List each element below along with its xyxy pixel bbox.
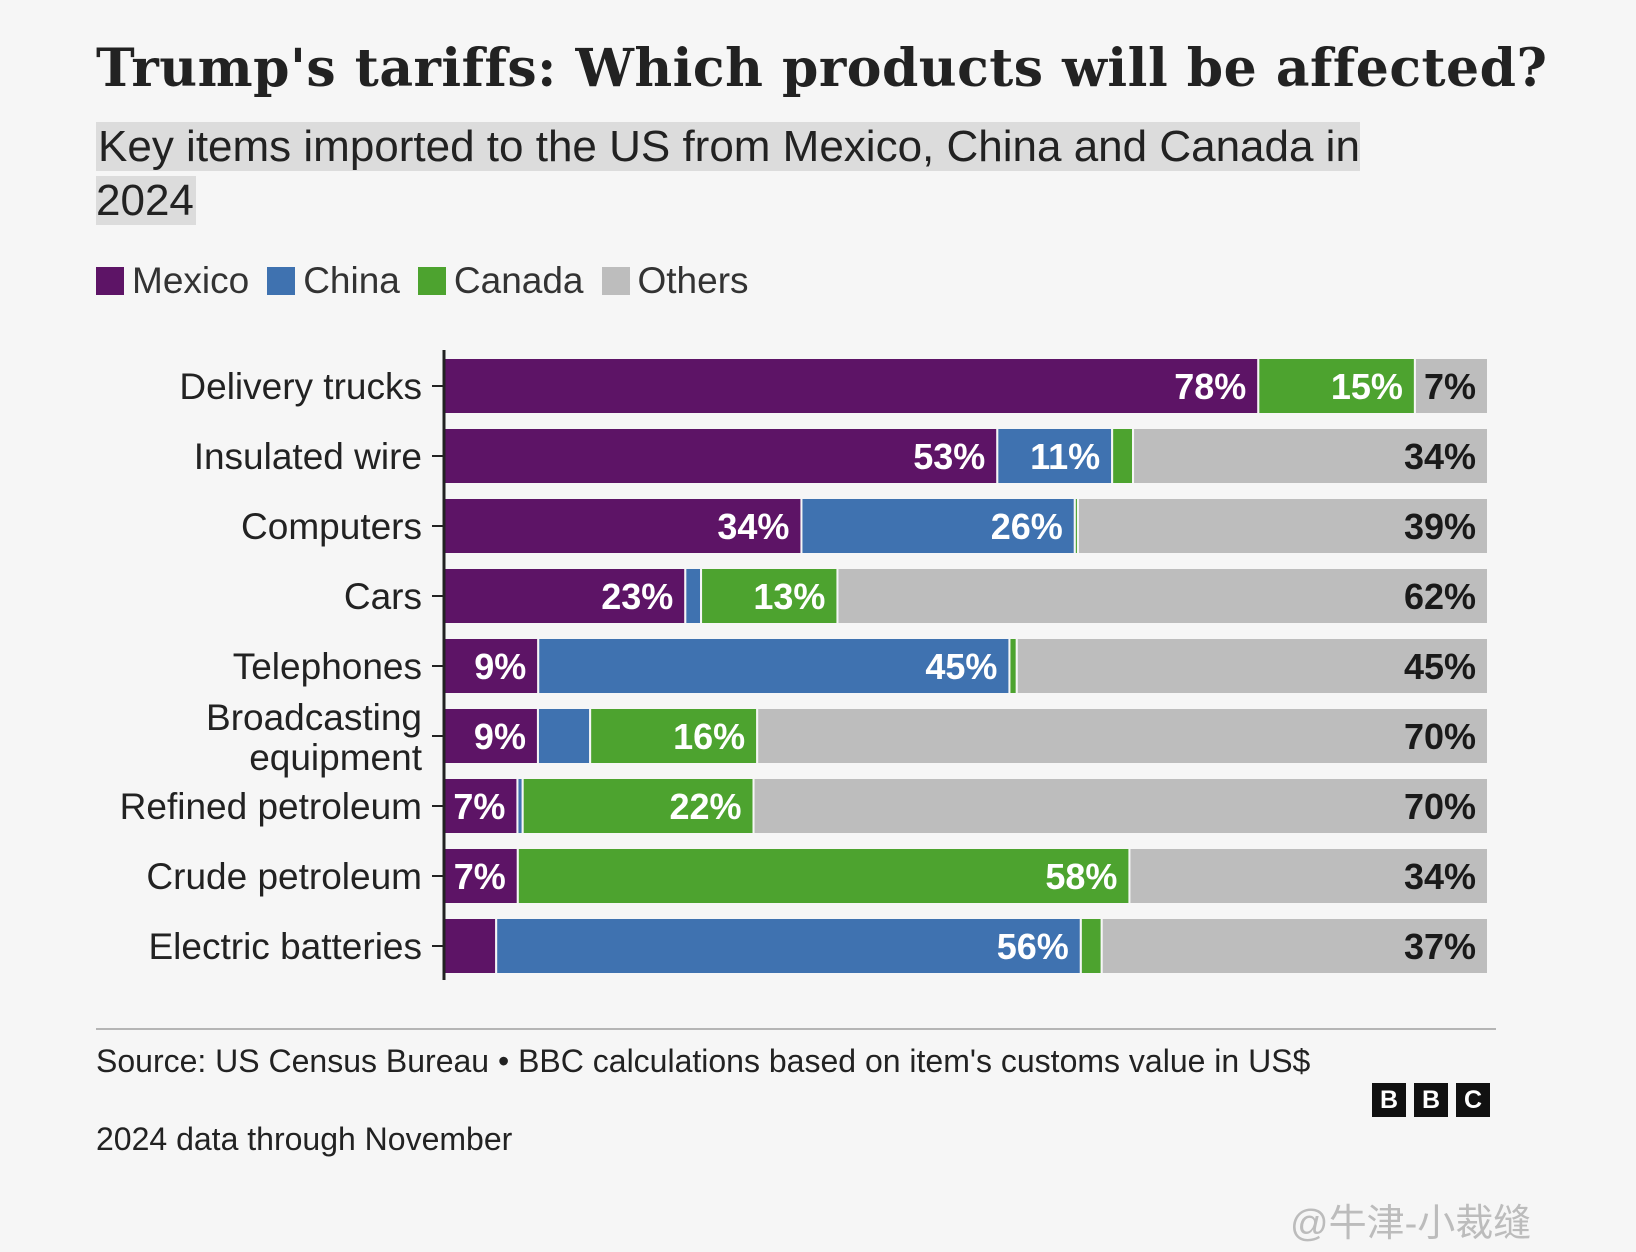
category-label: Crude petroleum	[146, 856, 422, 897]
bar-canada-delivery-trucks	[1257, 357, 1416, 415]
data-label: 39%	[1404, 506, 1476, 547]
category-label: Telephones	[233, 646, 422, 687]
category-label: Refined petroleum	[120, 786, 422, 827]
data-label: 53%	[913, 436, 985, 477]
chart-subtitle-text: Key items imported to the US from Mexico…	[96, 122, 1360, 225]
data-label: 70%	[1404, 716, 1476, 757]
watermark: @牛津-小裁缝	[1290, 1203, 1532, 1245]
bar-canada-telephones	[1008, 637, 1018, 695]
legend-swatch-mexico	[96, 267, 124, 295]
bbc-logo-letter: B	[1414, 1083, 1448, 1117]
legend: Mexico China Canada Others	[96, 258, 753, 304]
legend-item-china: China	[267, 260, 400, 302]
bar-china-broadcasting-equipment	[536, 707, 592, 765]
data-label: 34%	[1404, 856, 1476, 897]
bar-china-computers	[800, 497, 1076, 555]
data-label: 78%	[1174, 366, 1246, 407]
data-note: 2024 data through November	[96, 1121, 513, 1157]
data-label: 34%	[1404, 436, 1476, 477]
bar-china-cars	[684, 567, 703, 625]
bar-mexico-refined-petroleum	[443, 777, 519, 835]
bar-others-crude-petroleum	[1128, 847, 1490, 905]
data-label: 45%	[925, 646, 997, 687]
data-label: 22%	[669, 786, 741, 827]
data-label: 58%	[1045, 856, 1117, 897]
chart-title: Trump's tariffs: Which products will be …	[96, 38, 1548, 99]
bar-mexico-insulated-wire	[443, 427, 999, 485]
data-label: 9%	[474, 646, 526, 687]
bar-others-broadcasting-equipment	[756, 707, 1489, 765]
bar-mexico-computers	[443, 497, 803, 555]
bar-others-telephones	[1015, 637, 1490, 695]
bar-others-delivery-trucks	[1413, 357, 1490, 415]
legend-item-others: Others	[601, 260, 749, 302]
bbc-logo: B B C	[1372, 1083, 1490, 1117]
data-label: 11%	[1030, 436, 1100, 477]
category-label: Cars	[344, 576, 422, 617]
legend-swatch-china	[267, 267, 296, 295]
data-label: 26%	[991, 506, 1063, 547]
category-label: Computers	[241, 506, 422, 547]
data-label: 15%	[1331, 366, 1403, 407]
category-label: Broadcasting equipment	[206, 697, 423, 778]
legend-item-mexico: Mexico	[96, 260, 249, 302]
data-label: 7%	[453, 786, 505, 827]
footer-divider	[96, 1028, 1496, 1030]
bar-mexico-broadcasting-equipment	[443, 707, 539, 765]
bar-canada-insulated-wire	[1111, 427, 1135, 485]
data-label: 23%	[601, 576, 673, 617]
chart-subtitle: Key items imported to the US from Mexico…	[96, 120, 1436, 228]
data-label: 16%	[673, 716, 745, 757]
data-label: 45%	[1404, 646, 1476, 687]
data-label: 13%	[753, 576, 825, 617]
bar-mexico-cars	[443, 567, 687, 625]
bbc-logo-letter: C	[1456, 1083, 1490, 1117]
legend-swatch-canada	[417, 267, 446, 295]
bar-others-electric-batteries	[1100, 917, 1489, 975]
legend-label-canada: Canada	[453, 260, 584, 301]
legend-item-canada: Canada	[417, 260, 584, 302]
bar-china-electric-batteries	[495, 917, 1082, 975]
bar-mexico-electric-batteries	[443, 917, 498, 975]
bar-canada-broadcasting-equipment	[589, 707, 759, 765]
legend-label-others: Others	[637, 260, 749, 301]
bar-others-insulated-wire	[1132, 427, 1490, 485]
category-label: Electric batteries	[149, 926, 423, 967]
legend-swatch-others	[601, 267, 630, 295]
bar-canada-crude-petroleum	[516, 847, 1131, 905]
data-label: 37%	[1404, 926, 1476, 967]
bar-canada-cars	[700, 567, 839, 625]
data-label: 56%	[997, 926, 1069, 967]
data-label: 70%	[1404, 786, 1476, 827]
bar-others-computers	[1076, 497, 1490, 555]
category-label: Delivery trucks	[179, 366, 422, 407]
data-label: 7%	[1424, 366, 1476, 407]
category-label: Insulated wire	[194, 436, 422, 477]
bbc-logo-letter: B	[1372, 1083, 1406, 1117]
bar-others-refined-petroleum	[752, 777, 1489, 835]
data-label: 9%	[474, 716, 526, 757]
bar-mexico-delivery-trucks	[443, 357, 1260, 415]
legend-label-mexico: Mexico	[132, 260, 250, 301]
bar-canada-electric-batteries	[1079, 917, 1103, 975]
legend-label-china: China	[303, 260, 400, 301]
data-label: 34%	[717, 506, 789, 547]
bar-china-telephones	[537, 637, 1011, 695]
source-note: Source: US Census Bureau • BBC calculati…	[96, 1043, 1311, 1079]
data-label: 7%	[454, 856, 506, 897]
stacked-bar-chart: 78% 15% 7% Delivery trucks 53% 11% 34% Insulate…	[120, 350, 1490, 980]
bar-canada-refined-petroleum	[521, 777, 755, 835]
bar-others-cars	[836, 567, 1489, 625]
data-label: 62%	[1404, 576, 1476, 617]
